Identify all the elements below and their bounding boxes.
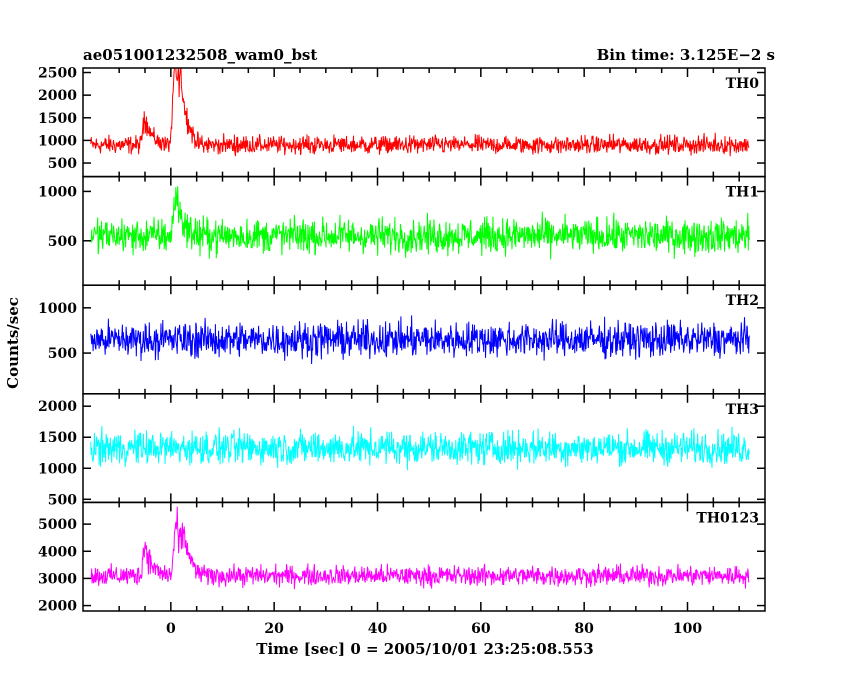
panel-label: TH0: [726, 76, 760, 92]
series-th2: [90, 315, 750, 365]
y-tick-label: 500: [48, 492, 77, 508]
series-th0: [90, 67, 750, 157]
y-tick-label: 5000: [38, 517, 77, 533]
panel-label: TH0123: [696, 510, 759, 526]
panel-th2: 500 1000 TH2: [38, 284, 766, 395]
y-tick-label: 2000: [38, 599, 77, 615]
panel-frame: [82, 67, 766, 178]
y-tick-label: 1500: [38, 111, 77, 127]
y-tick-label: 1000: [38, 133, 77, 149]
y-axis-label: Counts/sec: [4, 297, 22, 389]
x-tick-label: 40: [368, 621, 388, 637]
y-tick-label: 1000: [38, 301, 77, 317]
y-tick-label: 500: [48, 346, 77, 362]
y-tick-label: 3000: [38, 571, 77, 587]
panel-label: TH3: [726, 402, 759, 418]
bin-time-label: Bin time: 3.125E−2 s: [597, 46, 775, 64]
x-tick-label: 60: [471, 621, 491, 637]
x-tick-label: 80: [574, 621, 594, 637]
y-tick-label: 1000: [38, 461, 77, 477]
panel-th0123: 2000 3000 4000 5000 TH0123: [38, 501, 766, 615]
y-tick-label: 2000: [38, 399, 77, 415]
series-th1: [90, 186, 750, 260]
panel-th3: 500 1000 1500 2000 TH3: [38, 393, 766, 508]
y-tick-label: 2500: [38, 66, 77, 82]
series-th0123: [90, 506, 750, 590]
y-tick-label: 2000: [38, 88, 77, 104]
panel-th1: 500 1000 TH1: [38, 175, 766, 286]
series-th3: [90, 425, 750, 471]
panel-th0: 500 1000 1500 2000 2500 TH0: [38, 66, 766, 178]
x-tick-label: 0: [166, 621, 176, 637]
panel-frame: [82, 501, 766, 612]
y-tick-label: 500: [48, 156, 77, 172]
y-tick-label: 1000: [38, 184, 77, 200]
y-tick-label: 500: [48, 234, 77, 250]
x-axis-label: Time [sec] 0 = 2005/10/01 23:25:08.553: [256, 640, 593, 658]
panel-label: TH2: [726, 293, 759, 309]
y-tick-label: 1500: [38, 430, 77, 446]
x-tick-label: 100: [673, 621, 702, 637]
y-tick-label: 4000: [38, 544, 77, 560]
x-tick-label: 20: [264, 621, 284, 637]
chart-title: ae051001232508_wam0_bst: [83, 46, 317, 64]
panel-label: TH1: [726, 185, 759, 201]
